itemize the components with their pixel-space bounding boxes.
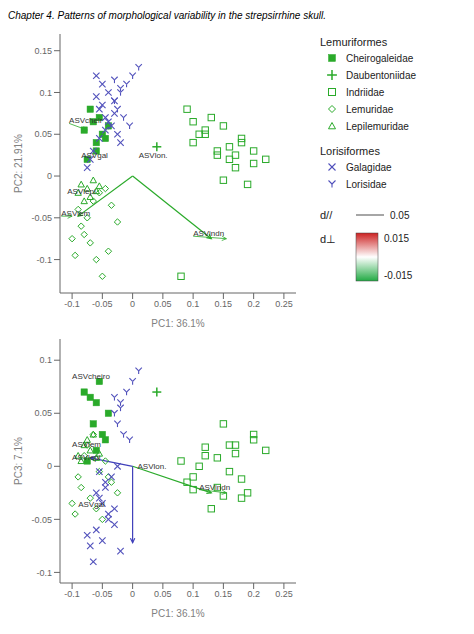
svg-text:PC2: 21.91%: PC2: 21.91%: [13, 134, 24, 193]
svg-text:0.1: 0.1: [187, 299, 200, 309]
svg-text:ASVcheiro: ASVcheiro: [72, 372, 110, 381]
svg-text:0.015: 0.015: [384, 233, 409, 244]
svg-text:0.15: 0.15: [215, 299, 233, 309]
svg-text:0.1: 0.1: [39, 88, 52, 98]
svg-text:0: 0: [130, 589, 135, 599]
svg-text:0: 0: [47, 171, 52, 181]
svg-text:0.1: 0.1: [187, 589, 200, 599]
svg-text:d//: d//: [320, 209, 333, 221]
svg-text:Galagidae: Galagidae: [346, 162, 392, 173]
svg-text:ASVindn: ASVindn: [193, 229, 224, 238]
svg-text:ASVlon.: ASVlon.: [137, 462, 166, 471]
svg-text:ASVlon.: ASVlon.: [139, 151, 168, 160]
svg-text:Lepilemuridae: Lepilemuridae: [346, 121, 409, 132]
svg-text:-0.05: -0.05: [31, 515, 52, 525]
svg-text:-0.05: -0.05: [92, 589, 113, 599]
svg-text:ASVlem: ASVlem: [61, 209, 90, 218]
svg-text:0.2: 0.2: [247, 589, 260, 599]
svg-text:0.15: 0.15: [34, 46, 52, 56]
svg-text:Daubentoniidae: Daubentoniidae: [346, 70, 416, 81]
svg-text:0.05: 0.05: [154, 589, 172, 599]
svg-text:0: 0: [47, 461, 52, 471]
svg-text:-0.1: -0.1: [36, 568, 52, 578]
svg-text:-0.05: -0.05: [92, 299, 113, 309]
svg-text:ASVindn: ASVindn: [199, 483, 230, 492]
svg-text:-0.1: -0.1: [36, 255, 52, 265]
svg-text:ASVcheir: ASVcheir: [69, 116, 103, 125]
svg-text:PC1: 36.1%: PC1: 36.1%: [151, 608, 204, 619]
html-text:Chapter 4. Patterns of morphol: Chapter 4. Patterns of morphological var…: [8, 10, 326, 21]
svg-text:0.1: 0.1: [39, 355, 52, 365]
svg-text:-0.1: -0.1: [64, 299, 80, 309]
svg-text:Lorisiformes: Lorisiformes: [320, 145, 380, 157]
svg-text:ASVgal: ASVgal: [81, 151, 108, 160]
svg-text:Indriidae: Indriidae: [346, 87, 385, 98]
svg-text:PC1: 36.1%: PC1: 36.1%: [151, 318, 204, 329]
svg-text:0.05: 0.05: [34, 129, 52, 139]
svg-text:ASVlem: ASVlem: [72, 440, 101, 449]
svg-text:-0.015: -0.015: [384, 270, 413, 281]
svg-text:0.25: 0.25: [275, 299, 293, 309]
svg-text:0.05: 0.05: [154, 299, 172, 309]
svg-text:0.25: 0.25: [275, 589, 293, 599]
svg-text:Cheirogaleidae: Cheirogaleidae: [346, 53, 414, 64]
svg-text:Lorisidae: Lorisidae: [346, 179, 387, 190]
svg-text:0.2: 0.2: [247, 299, 260, 309]
svg-text:PC3: 7.1%: PC3: 7.1%: [13, 437, 24, 485]
svg-text:ASVlepi: ASVlepi: [67, 187, 96, 196]
svg-text:Lemuridae: Lemuridae: [346, 104, 394, 115]
svg-text:0.15: 0.15: [215, 589, 233, 599]
svg-text:-0.05: -0.05: [31, 213, 52, 223]
svg-text:-0.1: -0.1: [64, 589, 80, 599]
svg-text:ASVlepi: ASVlepi: [72, 453, 101, 462]
svg-text:d⊥: d⊥: [320, 233, 336, 245]
svg-text:ASVgal: ASVgal: [78, 500, 105, 509]
svg-text:0.05: 0.05: [34, 408, 52, 418]
svg-text:0: 0: [130, 299, 135, 309]
svg-text:Lemuriformes: Lemuriformes: [320, 36, 388, 48]
svg-text:0.05: 0.05: [390, 210, 410, 221]
